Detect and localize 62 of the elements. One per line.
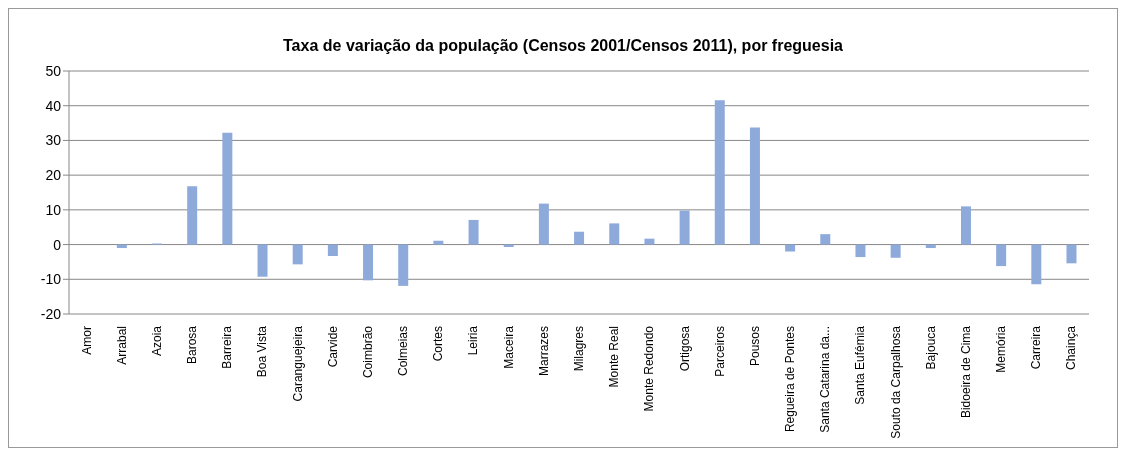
x-tick-label: Colmeias	[396, 326, 411, 377]
bar	[1031, 244, 1042, 285]
x-tick-label: Amor	[79, 326, 94, 355]
x-tick-label: Monte Real	[607, 326, 622, 388]
bar	[363, 244, 374, 281]
x-tick-label: Regueira de Pontes	[783, 326, 798, 433]
y-tick-label: 40	[45, 97, 62, 114]
x-tick-label: Carvide	[325, 325, 340, 368]
bar	[574, 231, 585, 245]
x-tick-label: Chainça	[1064, 325, 1079, 371]
y-tick-label: 10	[45, 201, 62, 218]
x-tick-label: Coimbrão	[360, 325, 375, 379]
x-tick-label: Monte Redondo	[642, 325, 657, 412]
x-tick-label: Maceira	[501, 325, 516, 369]
x-tick-label: Barosa	[185, 325, 200, 365]
bar	[996, 244, 1007, 267]
x-tick-label: Caranguejeira	[290, 325, 305, 402]
y-tick-label: 20	[45, 167, 62, 184]
bar	[890, 244, 901, 258]
x-tick-label: Carreira	[1029, 325, 1044, 370]
x-tick-label: Souto da Carpalhosa	[888, 325, 903, 439]
y-tick-label: -20	[40, 305, 62, 322]
bar	[433, 240, 444, 245]
x-tick-label: Pousos	[747, 326, 762, 367]
x-tick-label: Bidoeira de Cima	[958, 325, 973, 419]
bar	[257, 244, 268, 277]
x-tick-label: Ortigosa	[677, 325, 692, 372]
x-tick-label: Milagres	[572, 326, 586, 372]
bar	[292, 244, 303, 265]
x-tick-label: Cortes	[431, 326, 446, 362]
bar	[468, 219, 479, 245]
x-tick-label: Azoia	[149, 325, 164, 357]
x-tick-label: Boa Vista	[255, 325, 270, 378]
x-tick-label: Barreira	[220, 325, 235, 369]
x-tick-label: Leiria	[466, 325, 481, 356]
bar	[398, 244, 409, 286]
bar	[327, 244, 338, 257]
x-tick-label: Bajouca	[923, 325, 938, 370]
bar	[644, 238, 655, 245]
bar	[1066, 244, 1077, 264]
bar	[538, 203, 549, 245]
x-tick-label: Santa Eufémia	[853, 325, 868, 405]
chart-title: Taxa de variação da população (Censos 2001/Censos 2011), por freguesia	[282, 36, 844, 56]
bar	[785, 244, 796, 252]
bar	[960, 206, 971, 245]
bar	[749, 127, 760, 245]
x-tick-label: Arrabal	[114, 326, 129, 365]
bar	[855, 244, 866, 258]
y-tick-label: 30	[45, 132, 62, 149]
bar	[187, 186, 198, 245]
y-tick-label: 0	[53, 236, 62, 253]
x-tick-label: Marrazes	[536, 326, 551, 377]
bar	[820, 234, 831, 245]
bar	[714, 100, 725, 245]
x-tick-label: Santa Catarina da...	[818, 326, 833, 433]
x-tick-label: Memória	[994, 325, 1009, 373]
y-tick-label: -10	[40, 271, 62, 288]
y-tick-label: 50	[45, 62, 62, 79]
bar	[222, 132, 233, 245]
x-tick-label: Parceiros	[712, 326, 727, 377]
bar	[679, 210, 690, 245]
bar	[609, 223, 620, 245]
